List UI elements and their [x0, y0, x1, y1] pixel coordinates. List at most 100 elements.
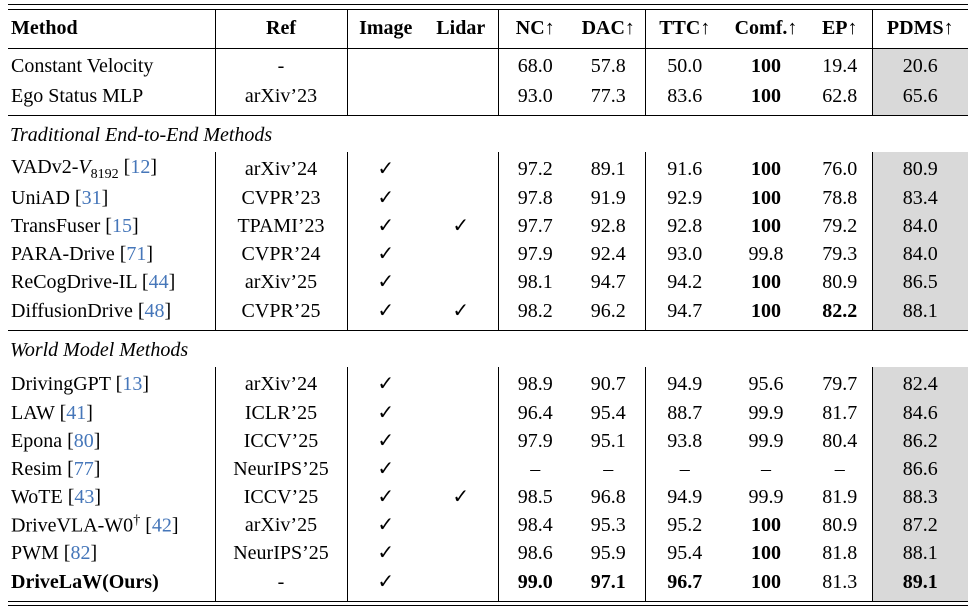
citation-link[interactable]: 82 [70, 542, 90, 564]
cell-dac: 95.4 [572, 400, 645, 428]
section-header-row: World Model Methods [8, 330, 968, 367]
cell-ref: CVPR’25 [215, 297, 347, 331]
cell-ep: 81.9 [808, 484, 872, 512]
citation-bracket: ] [102, 187, 109, 209]
cell-comf: 100 [724, 152, 808, 185]
lidar-modality-cell: ✓ [424, 484, 498, 512]
up-arrow-icon: ↑ [787, 17, 797, 39]
citation-link[interactable]: 77 [74, 458, 94, 480]
cell-comf: 100 [724, 213, 808, 241]
image-modality-cell [347, 48, 424, 82]
citation-link[interactable]: 71 [126, 243, 146, 265]
citation-link[interactable]: 13 [122, 373, 142, 395]
check-icon: ✓ [377, 158, 394, 180]
image-modality-cell: ✓ [347, 367, 424, 400]
cell-ep: 80.9 [808, 269, 872, 297]
image-modality-cell: ✓ [347, 297, 424, 331]
citation-bracket: [ [105, 215, 112, 237]
citation-link[interactable]: 43 [74, 486, 94, 508]
method-name-cell: Epona [80] [8, 428, 215, 456]
citation-bracket: [ [138, 300, 145, 322]
method-name: PARA-Drive [11, 243, 115, 265]
image-modality-cell [347, 82, 424, 116]
column-label: PDMS [887, 17, 944, 39]
citation-bracket: ] [94, 486, 101, 508]
cell-comf: – [724, 456, 808, 484]
cell-ep: 82.2 [808, 297, 872, 331]
citation-bracket: ] [90, 542, 97, 564]
image-modality-cell: ✓ [347, 428, 424, 456]
cell-comf: 100 [724, 568, 808, 601]
citation-link[interactable]: 44 [149, 271, 169, 293]
lidar-modality-cell [424, 367, 498, 400]
citation-link[interactable]: 12 [130, 156, 150, 178]
image-modality-cell: ✓ [347, 241, 424, 269]
method-name-cell: VADv2-V8192 [12] [8, 152, 215, 185]
cell-ttc: 94.9 [645, 484, 724, 512]
cell-pdms: 86.2 [872, 428, 968, 456]
column-header-pdms: PDMS↑ [872, 10, 968, 49]
cell-ep: 76.0 [808, 152, 872, 185]
check-icon: ✓ [377, 514, 394, 536]
citation-bracket: ] [132, 215, 139, 237]
method-name-cell: TransFuser [15] [8, 213, 215, 241]
method-name: Epona [11, 430, 62, 452]
column-header-ep: EP↑ [808, 10, 872, 49]
column-header-dac: DAC↑ [572, 10, 645, 49]
citation-link[interactable]: 48 [145, 300, 165, 322]
cell-nc: 98.5 [498, 484, 572, 512]
citation-link[interactable]: 41 [66, 402, 86, 424]
method-name-cell: ReCogDrive-IL [44] [8, 269, 215, 297]
cell-ttc: 94.2 [645, 269, 724, 297]
citation-link[interactable]: 15 [112, 215, 132, 237]
column-label: DAC [582, 17, 625, 39]
cell-ep: 19.4 [808, 48, 872, 82]
column-label: Ref [266, 17, 296, 39]
section-header-row: Traditional End-to-End Methods [8, 115, 968, 152]
cell-dac: 95.1 [572, 428, 645, 456]
cell-ref: CVPR’23 [215, 185, 347, 213]
cell-ttc: 91.6 [645, 152, 724, 185]
cell-nc: 98.2 [498, 297, 572, 331]
method-name: UniAD [11, 187, 70, 209]
lidar-modality-cell [424, 428, 498, 456]
section-title: Traditional End-to-End Methods [8, 115, 968, 152]
cell-nc: 98.1 [498, 269, 572, 297]
check-icon: ✓ [377, 486, 394, 508]
cell-pdms: 88.1 [872, 540, 968, 568]
cell-pdms: 89.1 [872, 568, 968, 601]
citation-link[interactable]: 42 [152, 515, 172, 537]
citation-link[interactable]: 31 [82, 187, 102, 209]
cell-pdms: 65.6 [872, 82, 968, 116]
cell-dac: 96.2 [572, 297, 645, 331]
method-name-cell: DiffusionDrive [48] [8, 297, 215, 331]
table-bottom-rule [8, 601, 968, 606]
citation-bracket: ] [146, 243, 153, 265]
column-header-comf: Comf.↑ [724, 10, 808, 49]
cell-dac: 57.8 [572, 48, 645, 82]
method-name: DiffusionDrive [11, 300, 133, 322]
section-title: World Model Methods [8, 330, 968, 367]
method-name-cell: PWM [82] [8, 540, 215, 568]
cell-ep: 80.4 [808, 428, 872, 456]
cell-pdms: 82.4 [872, 367, 968, 400]
citation-link[interactable]: 80 [74, 430, 94, 452]
lidar-modality-cell [424, 512, 498, 540]
lidar-modality-cell [424, 568, 498, 601]
method-name: Resim [11, 458, 62, 480]
cell-ref: NeurIPS’25 [215, 456, 347, 484]
column-header-lidar: Lidar [424, 10, 498, 49]
cell-ttc: 95.4 [645, 540, 724, 568]
table-row: Resim [77]NeurIPS’25✓–––––86.6 [8, 456, 968, 484]
cell-comf: 100 [724, 540, 808, 568]
lidar-modality-cell [424, 540, 498, 568]
method-name: TransFuser [11, 215, 100, 237]
method-name: VADv2- [11, 156, 78, 178]
